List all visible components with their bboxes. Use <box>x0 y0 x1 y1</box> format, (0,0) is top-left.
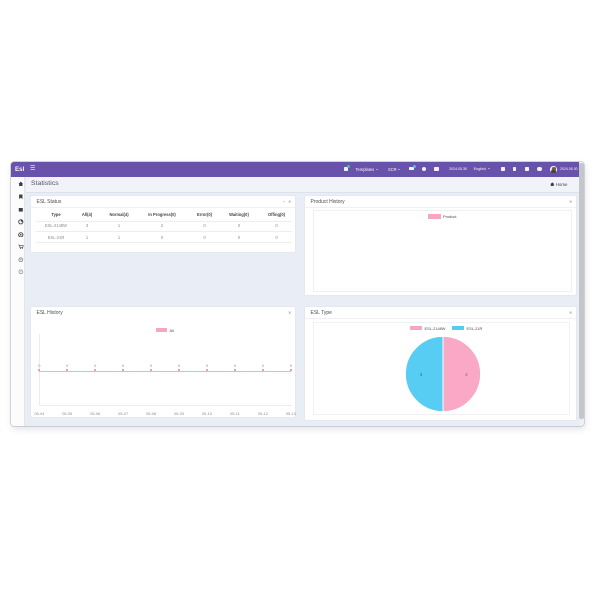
svg-text:3: 3 <box>465 372 468 377</box>
svg-text:3: 3 <box>419 372 422 377</box>
